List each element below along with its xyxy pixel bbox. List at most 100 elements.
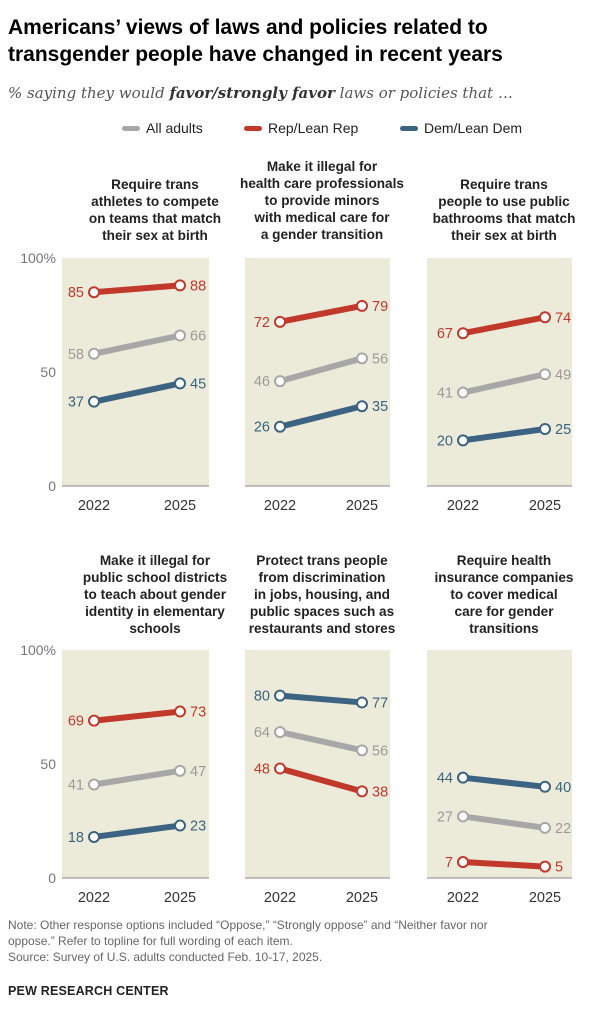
legend-swatch-all-adults [122,125,140,131]
panel-3-x-tick-label: 2025 [529,498,561,514]
panel-3-point-rep [457,327,469,340]
panel-5-series-line-dem [277,692,365,706]
panel-1-x-tick-label: 2025 [164,498,196,514]
panel-5-background [245,650,390,878]
panel-6-x-tick-label: 2025 [529,890,561,906]
panel-5-data-label-dem: 80 [254,689,270,705]
panel-2-title-line: to provide minors [264,193,380,208]
panel-1-title-line: Require trans [111,177,199,192]
panel-1-point-rep [174,279,186,292]
panel-5-point-dem [274,689,286,702]
panel-1-title-line: athletes to compete [91,194,219,209]
brand-name: PEW RESEARCH CENTER [8,984,169,998]
panel-4-x-tick-label: 2022 [78,890,110,906]
panel-3-data-label-rep: 74 [555,310,571,326]
panel-2-data-label-dem: 26 [254,420,270,436]
panel-3-data-label-all-adults: 49 [555,367,571,383]
panel-4-point-dem [174,819,186,832]
panel-1-y-tick-label: 100% [20,250,56,266]
panel-4-data-label-all-adults: 47 [190,764,206,780]
panel-3-data-label-dem: 20 [437,433,453,449]
panel-5-title-line: restaurants and stores [248,621,396,636]
panel-3-point-dem [539,423,551,435]
panel-6-data-label-rep: 7 [445,855,453,871]
panel-4-point-rep [88,714,100,727]
panel-3-title-line: their sex at birth [451,228,557,243]
panel-5-data-label-rep: 48 [254,762,270,778]
panel-4-point-all-adults [174,764,186,777]
panel-1-y-tick-label: 0 [48,478,56,494]
panel-3-point-rep [539,311,551,324]
panel-1-series-line-all-adults [91,332,183,357]
panel-4-data-label-rep: 69 [68,714,84,730]
panel-6-title-line: transitions [469,621,539,636]
panel-1-point-all-adults [174,329,186,342]
legend-item-dem: Dem/Lean Dem [400,120,522,136]
panel-3-data-label-all-adults: 41 [437,386,453,402]
panel-2-point-dem [274,420,286,433]
panel-3-point-all-adults [539,368,551,381]
panel-4-data-label-dem: 23 [190,819,206,835]
panel-1-x-tick-label: 2022 [78,498,110,514]
chart-title: Americans’ views of laws and policies re… [8,14,588,68]
panel-3-x-tick-label: 2022 [447,498,479,514]
panel-6-data-label-rep: 5 [555,860,563,876]
panel-2-title-line: a gender transition [260,227,384,242]
legend: All adults Rep/Lean Rep Dem/Lean Dem [0,120,596,140]
panel-2-x-tick-label: 2022 [264,498,296,514]
panel-2-series-line-all-adults [277,355,365,385]
panel-4-data-label-dem: 18 [68,830,84,846]
panel-5-point-rep [274,762,286,775]
panel-6-point-dem [457,771,469,784]
panel-6-title-line: to cover medical [450,587,558,602]
panel-2-data-label-all-adults: 46 [254,374,270,390]
panel-title-1: Require trans athletes to compete on tea… [70,176,240,244]
panel-5-x-tick-label: 2022 [264,890,296,906]
panel-2-point-all-adults [274,375,286,388]
panel-3-title-line: people to use public [438,194,570,209]
panel-1-data-label-all-adults: 66 [190,329,206,345]
panel-title-3: Require trans people to use public bathr… [419,176,589,244]
panel-4-point-rep [174,705,186,718]
panel-3-title-line: Require trans [460,177,548,192]
subtitle-prefix: % saying they would [8,84,170,102]
panel-5-title-line: in jobs, housing, and [254,587,390,602]
panel-4-y-tick-label: 0 [48,870,56,886]
panel-1-data-label-dem: 37 [68,395,84,411]
panel-2-title-line: Make it illegal for [266,159,378,174]
panel-6-point-all-adults [457,810,469,823]
source-note: Source: Survey of U.S. adults conducted … [8,950,323,964]
panel-title-4: Make it illegal for public school distri… [70,552,240,637]
panel-3-title-line: bathrooms that match [432,211,576,226]
footnote: Note: Other response options included “O… [8,917,588,949]
panel-4-background [62,650,209,878]
panel-3-data-label-rep: 67 [437,326,453,342]
panel-3-series-line-rep [460,314,548,337]
legend-item-all-adults: All adults [122,120,203,136]
panel-4-series-line-dem [91,822,183,840]
panel-2-data-label-rep: 72 [254,315,270,331]
panel-6-point-all-adults [539,821,551,834]
panel-2-data-label-rep: 79 [372,299,388,315]
panel-4-y-tick-label: 100% [20,642,56,658]
panel-6-data-label-dem: 44 [437,771,453,787]
panel-4-data-label-all-adults: 41 [68,778,84,794]
panel-1-data-label-all-adults: 58 [68,347,84,363]
legend-label-dem: Dem/Lean Dem [424,120,523,136]
panel-6-point-dem [539,780,551,793]
panel-2-point-all-adults [356,352,368,365]
panel-5-data-label-all-adults: 64 [254,725,270,741]
panel-1-point-dem [174,377,186,390]
legend-item-rep: Rep/Lean Rep [244,120,358,136]
panel-3-data-label-dem: 25 [555,422,571,438]
panel-6-data-label-all-adults: 22 [555,821,571,837]
panel-6-series-line-dem [460,774,548,790]
panel-3-point-dem [457,434,469,447]
chart-subtitle: % saying they would favor/strongly favor… [8,84,513,102]
panel-1-series-line-rep [91,282,183,296]
chart-title-line-2: transgender people have changed in recen… [8,43,503,66]
panel-5-data-label-dem: 77 [372,695,388,711]
panel-5-x-tick-label: 2025 [346,890,378,906]
panel-4-x-tick-label: 2025 [164,890,196,906]
